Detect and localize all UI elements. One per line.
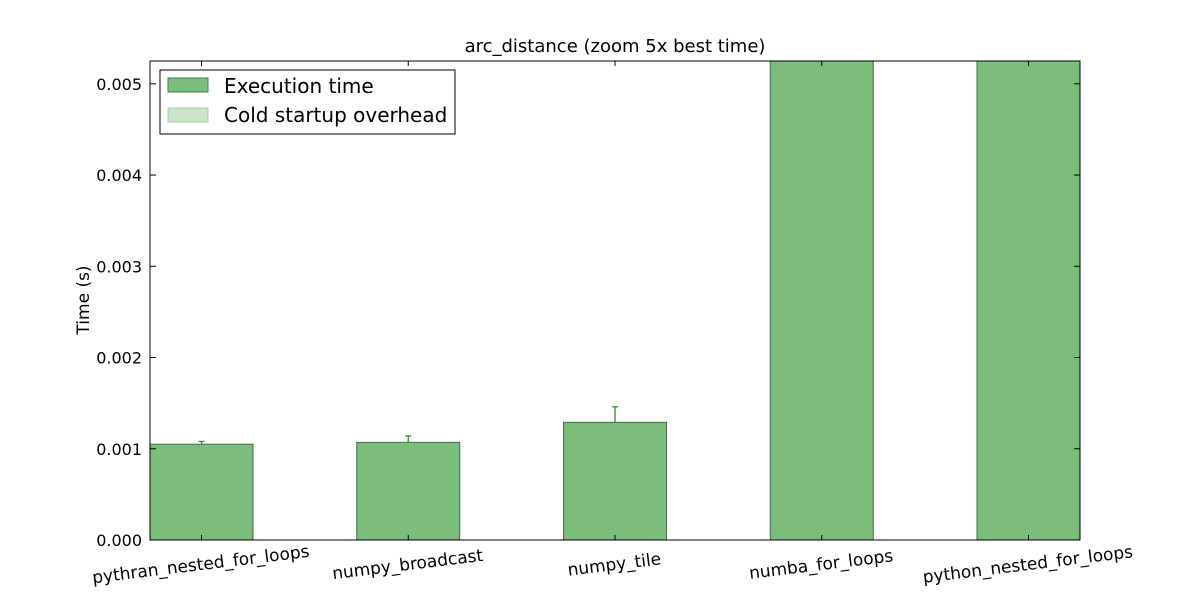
y-tick-label: 0.001	[96, 440, 142, 459]
y-tick-label: 0.004	[96, 166, 142, 185]
x-tick-label-numpy-broadcast: numpy_broadcast	[331, 546, 484, 584]
legend-label-cold-startup-overhead: Cold startup overhead	[224, 103, 447, 127]
chart-title: arc_distance (zoom 5x best time)	[465, 36, 766, 57]
error-bar-numpy-tile	[612, 406, 618, 423]
x-tick-label-python-nested-for-loops: python_nested_for_loops	[922, 542, 1135, 588]
bar-pythran-nested-for-loops	[149, 443, 254, 541]
error-bar-numpy-broadcast	[405, 435, 412, 443]
x-tick-label-numpy-tile: numpy_tile	[567, 549, 663, 580]
y-tick-label: 0.002	[96, 349, 142, 368]
legend-frame	[159, 69, 456, 135]
error-bar-pythran-nested-for-loops	[198, 440, 205, 445]
y-tick-label: 0.000	[96, 531, 142, 550]
bar-numpy-tile	[563, 421, 667, 541]
legend: Execution time Cold startup overhead	[159, 69, 456, 135]
bar-numpy-broadcast	[356, 441, 461, 541]
errorbars-layer	[198, 406, 618, 445]
y-tick-label: 0.005	[96, 75, 142, 94]
legend-label-execution-time: Execution time	[224, 74, 374, 98]
legend-swatch-execution-time	[167, 77, 209, 93]
legend-swatch-cold-startup-overhead	[167, 107, 209, 123]
bar-numba-for-loops	[769, 60, 874, 541]
y-axis: 0.000 0.001 0.002 0.003 0.004 0.005	[96, 75, 1080, 550]
bars-layer	[149, 60, 1081, 541]
y-axis-label: Time (s)	[74, 265, 94, 335]
x-tick-label-numba-for-loops: numba_for_loops	[748, 546, 894, 584]
y-tick-label: 0.003	[96, 257, 142, 276]
bar-python-nested-for-loops	[976, 60, 1081, 541]
